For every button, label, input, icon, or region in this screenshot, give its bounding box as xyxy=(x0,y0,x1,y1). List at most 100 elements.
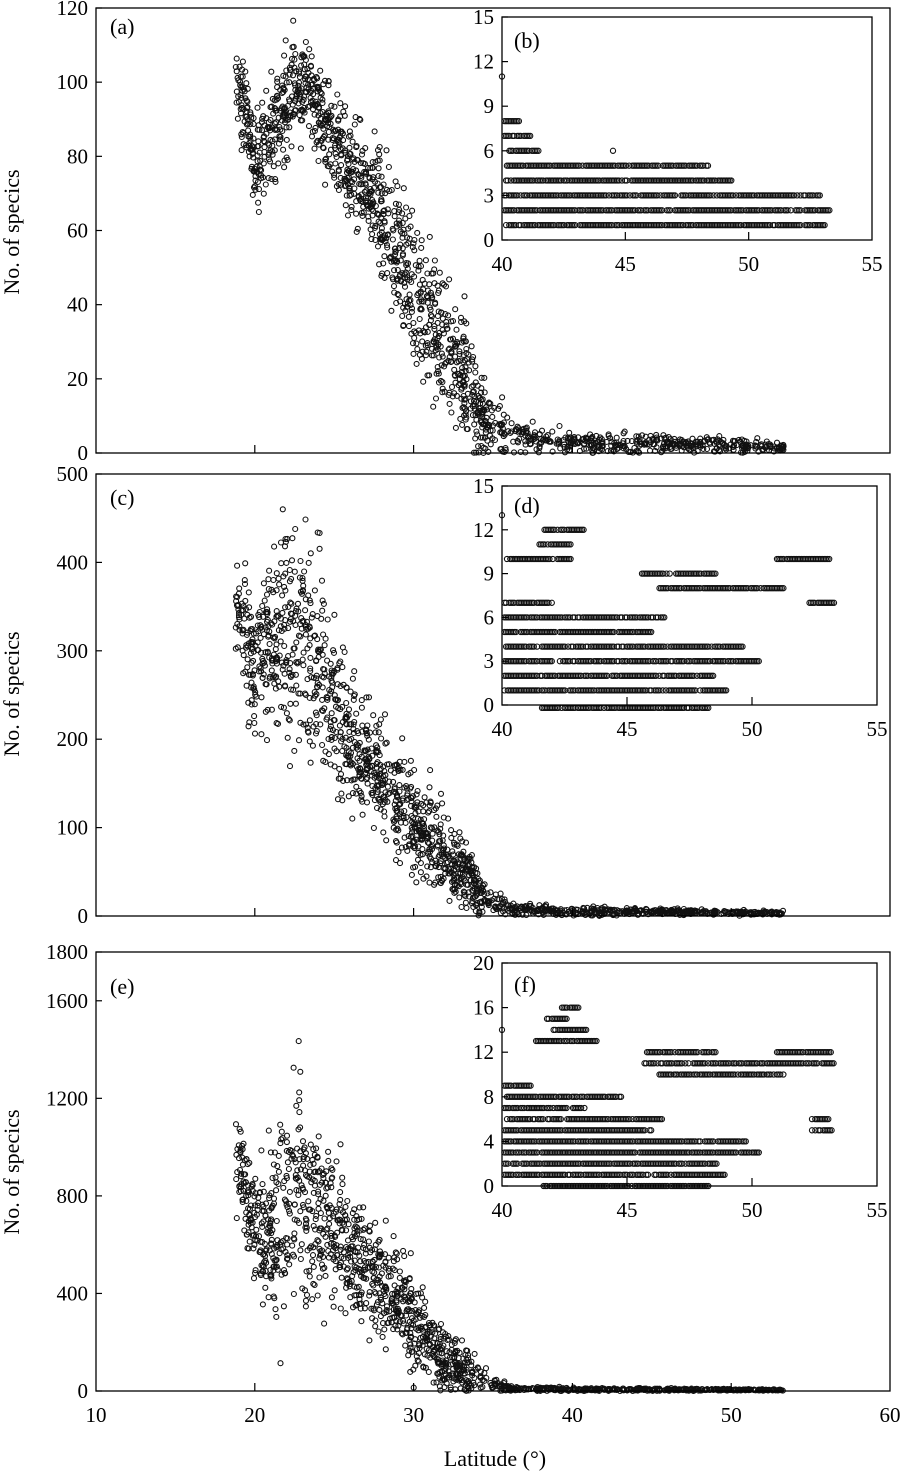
data-point xyxy=(351,121,358,128)
data-point xyxy=(463,350,470,357)
data-point xyxy=(315,141,322,148)
data-point xyxy=(243,97,250,104)
data-point xyxy=(418,355,425,362)
data-point xyxy=(475,392,482,399)
data-point xyxy=(353,228,360,235)
x-tick-label: 10 xyxy=(86,1403,107,1427)
data-point xyxy=(378,272,385,279)
data-point xyxy=(703,445,711,453)
data-point xyxy=(255,208,262,216)
data-point xyxy=(265,175,272,182)
data-point xyxy=(403,262,410,269)
data-point xyxy=(351,668,358,675)
data-point xyxy=(380,260,387,267)
data-point xyxy=(431,325,438,333)
data-point xyxy=(397,241,404,248)
data-point xyxy=(282,37,289,44)
data-point xyxy=(248,114,255,121)
data-point xyxy=(462,411,469,418)
data-point xyxy=(722,445,729,452)
data-point xyxy=(277,638,284,645)
data-point xyxy=(309,1258,316,1265)
data-point xyxy=(243,121,250,128)
data-point xyxy=(456,348,463,355)
data-point xyxy=(472,363,479,370)
data-point xyxy=(349,675,356,682)
data-point xyxy=(243,142,250,149)
data-point xyxy=(358,704,365,711)
data-point xyxy=(252,186,259,193)
data-point xyxy=(367,185,374,193)
data-point xyxy=(462,364,469,371)
data-point xyxy=(536,431,543,438)
data-point xyxy=(239,1161,246,1168)
data-point xyxy=(329,1166,336,1173)
x-tick-label: 30 xyxy=(403,1403,424,1427)
data-point xyxy=(321,1320,328,1327)
data-point xyxy=(322,1192,329,1199)
data-point xyxy=(237,110,245,117)
data-point xyxy=(286,124,293,131)
data-point xyxy=(290,1064,297,1071)
data-point xyxy=(411,247,418,254)
data-point xyxy=(402,1342,409,1349)
data-point xyxy=(315,119,322,126)
data-point xyxy=(299,107,306,114)
data-point xyxy=(305,559,312,566)
data-point xyxy=(383,186,390,193)
data-point xyxy=(351,190,358,197)
data-point xyxy=(347,178,355,185)
data-point xyxy=(416,257,423,264)
points-a xyxy=(232,17,787,456)
data-point xyxy=(444,325,451,332)
data-point xyxy=(452,424,459,431)
data-point xyxy=(413,340,420,347)
data-point xyxy=(291,747,298,754)
data-point xyxy=(298,62,305,69)
data-point xyxy=(256,149,263,156)
data-point xyxy=(384,783,391,790)
data-point xyxy=(301,66,308,73)
data-point xyxy=(467,398,474,405)
data-point xyxy=(421,329,428,336)
data-point xyxy=(327,660,334,667)
data-point xyxy=(334,91,341,98)
data-point xyxy=(391,245,398,252)
data-point xyxy=(350,166,357,173)
data-point xyxy=(274,75,281,82)
data-point xyxy=(409,207,416,214)
data-point xyxy=(273,1187,280,1194)
data-point xyxy=(485,448,492,455)
data-point xyxy=(447,336,454,343)
data-point xyxy=(327,146,335,153)
data-point xyxy=(284,1241,291,1248)
data-point xyxy=(407,757,414,764)
data-point xyxy=(306,46,313,53)
data-point xyxy=(303,84,310,91)
data-point xyxy=(358,1318,365,1325)
data-point xyxy=(468,383,475,390)
data-point xyxy=(309,1296,316,1303)
data-point xyxy=(408,871,415,878)
data-point xyxy=(487,889,494,896)
data-point xyxy=(328,102,335,109)
data-point xyxy=(235,609,243,616)
data-point xyxy=(322,181,329,188)
data-point xyxy=(259,115,266,122)
data-point xyxy=(321,77,329,84)
data-point xyxy=(244,664,251,671)
data-point xyxy=(294,1145,301,1152)
data-point xyxy=(433,342,440,349)
data-point xyxy=(319,99,326,107)
data-point xyxy=(377,716,384,723)
data-point xyxy=(245,589,252,596)
data-point xyxy=(381,207,388,214)
data-point xyxy=(479,908,486,915)
data-point xyxy=(233,55,240,62)
y-tick-label: 0 xyxy=(78,904,89,928)
data-point xyxy=(605,431,612,438)
data-point xyxy=(255,199,262,206)
data-point xyxy=(539,437,546,444)
